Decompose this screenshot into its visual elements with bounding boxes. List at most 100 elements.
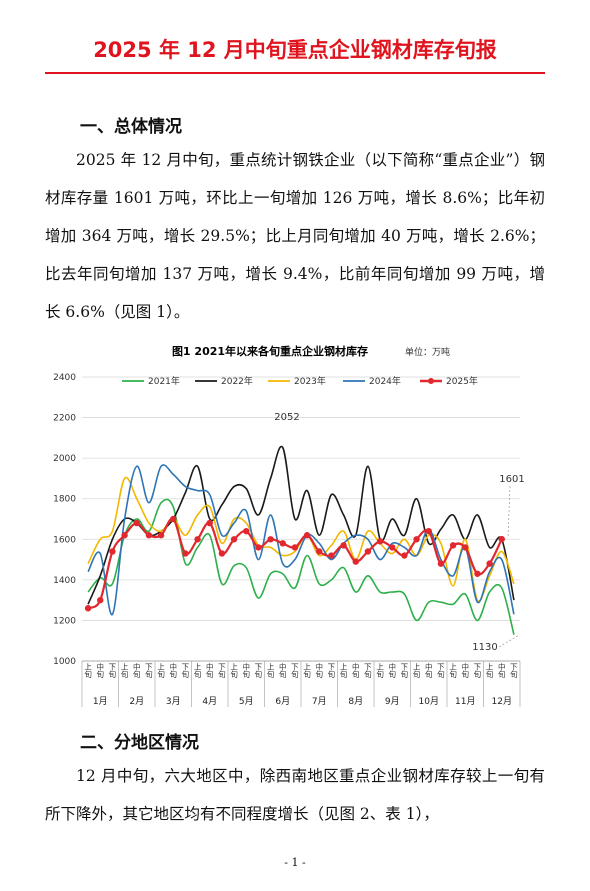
point-marker	[206, 519, 213, 527]
x-tick-label: 上旬	[229, 663, 238, 680]
annotation-leader	[498, 634, 520, 648]
point-marker	[498, 535, 505, 543]
x-tick-label: 上旬	[448, 663, 457, 680]
x-tick-label: 中旬	[315, 662, 324, 680]
series-line	[87, 498, 515, 635]
point-marker	[486, 560, 493, 567]
x-tick-label: 上旬	[375, 663, 384, 680]
group-label: 3月	[166, 696, 181, 707]
point-marker	[97, 596, 104, 604]
x-tick-label: 下旬	[108, 663, 117, 680]
annotation: 1130	[472, 642, 497, 653]
x-tick-label: 上旬	[193, 663, 202, 680]
doc-title: 2025 年 12 月中旬重点企业钢材库存旬报	[93, 38, 497, 62]
point-marker	[364, 548, 372, 555]
point-marker	[230, 536, 238, 543]
y-tick-label: 1600	[53, 535, 76, 545]
x-tick-label: 中旬	[242, 662, 251, 680]
x-tick-label: 下旬	[509, 663, 518, 680]
annotation: 2052	[274, 412, 299, 423]
x-tick-label: 上旬	[339, 663, 348, 680]
y-tick-label: 1200	[53, 616, 76, 626]
chart-unit: 单位：万吨	[405, 346, 450, 358]
x-tick-label: 中旬	[388, 662, 397, 680]
annotation-leader	[507, 485, 511, 539]
page-number: - 1 -	[284, 856, 306, 869]
point-marker	[352, 558, 359, 565]
x-tick-label: 中旬	[461, 662, 470, 680]
series-line	[87, 464, 515, 616]
point-marker	[474, 570, 481, 577]
group-label: 11月	[455, 696, 475, 707]
point-marker	[255, 544, 262, 551]
paragraph: 12 月中旬，六大地区中，除西南地区重点企业钢材库存较上一旬有所下降外，其它地区…	[45, 767, 545, 823]
point-marker	[157, 532, 165, 539]
x-tick-label: 下旬	[254, 663, 263, 680]
group-label: 7月	[312, 696, 327, 707]
group-label: 2月	[129, 696, 144, 707]
y-tick-label: 1400	[53, 576, 76, 586]
x-tick-label: 中旬	[132, 662, 141, 680]
point-marker	[170, 515, 177, 523]
x-tick-label: 中旬	[205, 662, 214, 680]
point-marker	[291, 544, 299, 551]
legend-label: 2024年	[369, 375, 401, 387]
x-tick-label: 下旬	[327, 663, 336, 680]
x-tick-label: 下旬	[217, 663, 226, 680]
legend-label: 2025年	[446, 375, 478, 387]
x-tick-label: 下旬	[400, 663, 409, 680]
point-marker	[413, 536, 420, 543]
x-tick-label: 下旬	[363, 663, 372, 680]
x-tick-label: 下旬	[473, 663, 482, 680]
point-marker	[84, 605, 92, 612]
point-marker	[316, 548, 323, 555]
x-tick-label: 下旬	[436, 663, 445, 680]
x-tick-label: 中旬	[278, 662, 287, 680]
group-label: 8月	[348, 696, 363, 707]
group-label: 6月	[275, 696, 290, 707]
x-tick-label: 下旬	[181, 663, 190, 680]
point-marker	[462, 544, 469, 551]
section-heading: 二、分地区情况	[80, 733, 199, 753]
point-marker	[218, 550, 226, 557]
y-tick-label: 2400	[53, 373, 76, 383]
point-marker	[425, 527, 432, 535]
x-tick-label: 上旬	[412, 663, 421, 680]
point-marker	[340, 542, 347, 549]
point-marker	[389, 544, 396, 551]
x-tick-label: 上旬	[302, 663, 311, 680]
legend-label: 2021年	[148, 375, 180, 387]
y-tick-label: 2200	[53, 414, 76, 424]
x-tick-label: 中旬	[351, 662, 360, 680]
point-marker	[376, 538, 384, 545]
y-tick-label: 1000	[53, 657, 76, 667]
point-marker	[145, 532, 153, 539]
annotation: 1601	[499, 474, 524, 485]
x-tick-label: 中旬	[96, 662, 105, 680]
paragraph: 2025 年 12 月中旬，重点统计钢铁企业（以下简称“重点企业”）钢材库存量 …	[45, 151, 545, 321]
point-marker	[133, 519, 140, 527]
point-marker	[194, 536, 201, 543]
legend-marker	[428, 378, 434, 384]
point-marker	[303, 532, 311, 539]
point-marker	[401, 552, 408, 559]
point-marker	[121, 532, 128, 539]
chart-title: 图1 2021年以来各旬重点企业钢材库存	[172, 344, 368, 358]
point-marker	[243, 527, 250, 535]
point-marker	[437, 560, 445, 567]
chart: 图1 2021年以来各旬重点企业钢材库存 单位：万吨 1000 1200 1400 1…	[53, 344, 525, 707]
group-label: 9月	[385, 696, 400, 707]
x-tick-label: 下旬	[144, 663, 153, 680]
x-tick-label: 中旬	[169, 662, 178, 680]
point-marker	[328, 552, 335, 559]
x-tick-label: 中旬	[497, 662, 506, 680]
x-tick-label: 上旬	[485, 663, 494, 680]
group-label: 5月	[239, 696, 254, 707]
x-tick-label: 上旬	[83, 663, 92, 680]
x-tick-label: 上旬	[156, 663, 165, 680]
y-tick-label: 2000	[53, 454, 76, 464]
point-marker	[279, 540, 286, 547]
x-tick-label: 上旬	[120, 663, 129, 680]
group-label: 4月	[202, 696, 217, 707]
